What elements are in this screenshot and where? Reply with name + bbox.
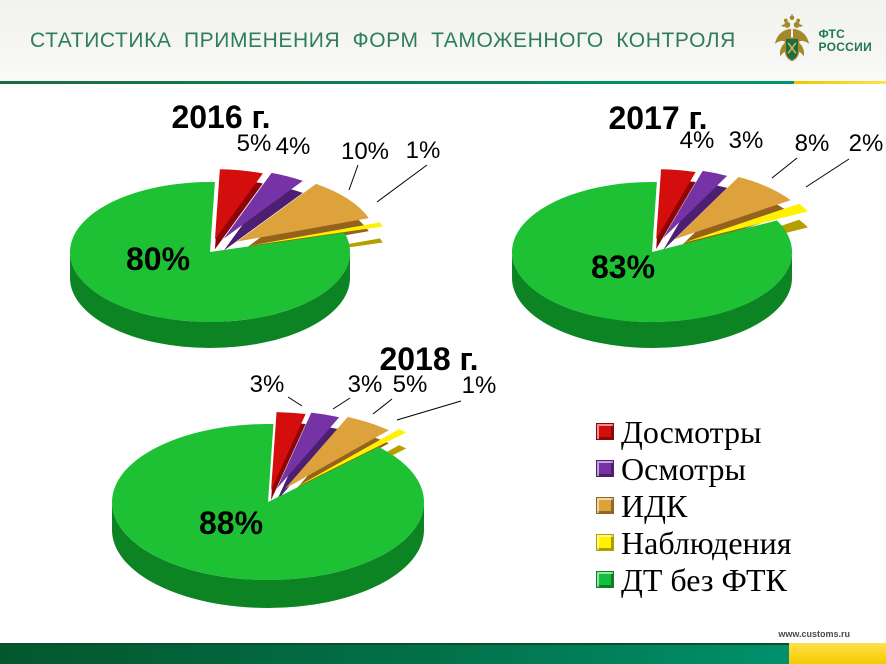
pie-2018-slice-Досмотры xyxy=(271,412,306,491)
fts-emblem-icon xyxy=(775,13,810,61)
pie-2017-slice-Досмотры xyxy=(656,169,696,240)
header-divider xyxy=(0,81,886,84)
legend-marker-osmotry-icon xyxy=(596,460,614,477)
pie-2018-slice-ДТ без ФТК-side xyxy=(112,502,424,608)
label-leader-line xyxy=(348,164,359,191)
pie-2018-slice-ИДК xyxy=(285,417,389,489)
label-leader-line xyxy=(771,157,798,179)
pie-2016-slice-ДТ без ФТК-side xyxy=(70,252,350,348)
fts-logo: ФТС РОССИИ xyxy=(773,13,886,68)
percent-label-2016-dosmotry: 5% xyxy=(236,130,272,157)
pie-2016-slice-Осмотры xyxy=(223,172,303,239)
pie-2016-slice-Досмотры xyxy=(214,169,263,240)
legend-item-nablyudeniya: Наблюдения xyxy=(596,524,792,561)
footer-bar-yellow xyxy=(789,643,886,664)
chart-title-2017: 2017 г. xyxy=(608,100,708,136)
pie-2016-slice-ИДК xyxy=(236,183,369,242)
header: СТАТИСТИКА ПРИМЕНЕНИЯ ФОРМ ТАМОЖЕННОГО К… xyxy=(0,0,886,81)
pie-2016-slice-Осмотры-side xyxy=(223,184,303,251)
legend-marker-idk-icon xyxy=(596,497,614,514)
fts-logo-text: ФТС РОССИИ xyxy=(818,26,872,54)
pie-2017-slice-ИДК xyxy=(674,177,791,240)
pie-2016-slice-Наблюдения xyxy=(248,222,383,246)
pie-2018-slice-ДТ без ФТК xyxy=(111,423,424,580)
percent-label-2017-dosmotry: 4% xyxy=(679,127,715,154)
legend-label: Досмотры xyxy=(621,413,762,450)
legend-item-dt-bez-ftk: ДТ без ФТК xyxy=(596,561,792,598)
legend-marker-dt-bez-ftk-icon xyxy=(596,571,614,588)
percent-label-2016-idk: 10% xyxy=(340,138,390,165)
legend: Досмотры Осмотры ИДК Наблюдения ДТ без Ф… xyxy=(596,413,792,598)
percent-label-2018-idk: 5% xyxy=(392,371,428,398)
pie-2017-slice-Наблюдения xyxy=(683,203,809,243)
percent-label-2018-osmotry: 3% xyxy=(347,371,383,398)
chart-title-2016: 2016 г. xyxy=(171,99,271,135)
label-leader-line xyxy=(372,398,393,415)
footer-bar xyxy=(0,643,886,664)
legend-marker-nablyudeniya-icon xyxy=(596,534,614,551)
label-leader-line xyxy=(332,397,351,410)
label-leader-line xyxy=(376,164,428,203)
percent-label-2016-nablyudeniya: 1% xyxy=(405,137,441,164)
pie-2018-slice-Наблюдения xyxy=(295,429,407,488)
chart-title-2018: 2018 г. xyxy=(379,341,479,377)
footer-bar-green xyxy=(0,643,789,664)
legend-label: ДТ без ФТК xyxy=(621,561,787,598)
percent-label-2017-idk: 8% xyxy=(794,130,830,157)
legend-label: Осмотры xyxy=(621,450,747,487)
percent-label-2018-dosmotry: 3% xyxy=(249,371,285,398)
legend-marker-dosmotry-icon xyxy=(596,423,614,440)
legend-item-dosmotry: Досмотры xyxy=(596,413,792,450)
pie-2017-slice-ДТ без ФТК xyxy=(512,182,793,323)
percent-label-2017-osmotry: 3% xyxy=(728,127,764,154)
percent-label-2018-nablyudeniya: 1% xyxy=(461,372,497,399)
pie-2017-slice-Осмотры-side xyxy=(663,182,728,251)
percent-label-2017-dt-bez-ftk: 83% xyxy=(590,249,656,285)
legend-label: Наблюдения xyxy=(621,524,792,561)
fts-logo-line2: РОССИИ xyxy=(818,39,872,54)
legend-item-idk: ИДК xyxy=(596,487,792,524)
page-title: СТАТИСТИКА ПРИМЕНЕНИЯ ФОРМ ТАМОЖЕННОГО К… xyxy=(30,28,736,52)
legend-item-osmotry: Осмотры xyxy=(596,450,792,487)
header-divider-green xyxy=(0,81,794,84)
pie-2017-slice-ДТ без ФТК-side xyxy=(512,252,792,348)
header-divider-yellow xyxy=(794,81,886,84)
pie-2017-slice-Осмотры xyxy=(663,170,728,239)
percent-label-2016-dt-bez-ftk: 80% xyxy=(125,241,191,277)
percent-label-2018-dt-bez-ftk: 88% xyxy=(198,505,264,541)
legend-label: ИДК xyxy=(621,487,688,524)
label-leader-line xyxy=(287,396,303,407)
percent-label-2017-nablyudeniya: 2% xyxy=(848,130,884,157)
percent-label-2016-osmotry: 4% xyxy=(275,133,311,160)
pie-2016-slice-ДТ без ФТК xyxy=(69,182,350,323)
label-leader-line xyxy=(805,158,850,188)
fts-logo-line1: ФТС xyxy=(818,26,846,41)
label-leader-line xyxy=(396,400,462,421)
pie-2018-slice-Осмотры xyxy=(276,412,340,489)
website-url: www.customs.ru xyxy=(778,629,850,639)
